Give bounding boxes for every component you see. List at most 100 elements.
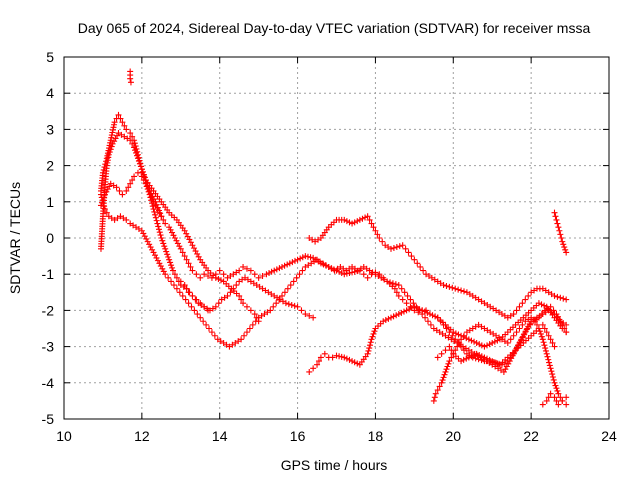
- data-point: [489, 339, 496, 346]
- data-point: [181, 282, 188, 289]
- data-point: [105, 147, 112, 154]
- data-point: [546, 362, 553, 369]
- data-point: [165, 254, 172, 261]
- data-point: [296, 271, 303, 278]
- data-point: [555, 390, 562, 397]
- data-point: [436, 383, 443, 390]
- data-point: [559, 325, 566, 332]
- data-point: [315, 358, 322, 365]
- data-point: [263, 271, 270, 278]
- data-point: [539, 401, 546, 408]
- data-point: [551, 292, 558, 299]
- data-point: [475, 356, 482, 363]
- data-point: [149, 196, 156, 203]
- data-point: [460, 356, 467, 363]
- data-point: [197, 300, 204, 307]
- data-point: [159, 237, 166, 244]
- data-point: [469, 354, 476, 361]
- data-point: [150, 249, 157, 256]
- data-point: [227, 289, 234, 296]
- data-point: [123, 187, 130, 194]
- data-point: [543, 350, 550, 357]
- data-point: [101, 206, 108, 213]
- data-point: [107, 137, 114, 144]
- data-point: [396, 243, 403, 250]
- series-track-d: [97, 191, 570, 375]
- data-point: [468, 337, 475, 344]
- data-point: [338, 269, 345, 276]
- data-point: [168, 262, 175, 269]
- data-point: [546, 359, 553, 366]
- data-point: [123, 216, 130, 223]
- data-point: [133, 145, 140, 152]
- data-point: [132, 143, 139, 150]
- data-point: [103, 209, 110, 216]
- data-point: [176, 289, 183, 296]
- data-point: [241, 332, 248, 339]
- data-point: [384, 278, 391, 285]
- data-point: [543, 397, 550, 404]
- data-point: [149, 203, 156, 210]
- data-point: [173, 285, 180, 292]
- data-point: [411, 256, 418, 263]
- data-point: [136, 157, 143, 164]
- data-point: [115, 111, 122, 118]
- data-point: [460, 347, 467, 354]
- data-point: [284, 285, 291, 292]
- data-point: [174, 240, 181, 247]
- data-point: [542, 347, 549, 354]
- data-point: [537, 330, 544, 337]
- data-point: [129, 140, 136, 147]
- data-point: [458, 343, 465, 350]
- data-point: [179, 249, 186, 256]
- data-point: [99, 197, 106, 204]
- data-point: [125, 184, 132, 191]
- series-track-b: [97, 111, 262, 325]
- data-point: [290, 278, 297, 285]
- data-point: [286, 260, 293, 267]
- data-point: [398, 309, 405, 316]
- data-point: [549, 374, 556, 381]
- data-point: [368, 336, 375, 343]
- data-point: [554, 314, 561, 321]
- data-point: [297, 255, 304, 262]
- data-point: [478, 342, 485, 349]
- data-point: [208, 329, 215, 336]
- data-point: [558, 235, 565, 241]
- series-track-i: [434, 307, 570, 368]
- data-point: [157, 232, 164, 239]
- data-point: [193, 296, 200, 303]
- series-track-m: [138, 169, 165, 220]
- y-tick-label: 3: [46, 121, 54, 137]
- data-point: [169, 229, 176, 236]
- data-point: [400, 308, 407, 315]
- data-point: [150, 198, 157, 205]
- data-point: [205, 273, 212, 280]
- data-point: [463, 355, 470, 362]
- data-point: [153, 254, 160, 261]
- data-point: [496, 360, 503, 367]
- data-point: [134, 148, 141, 155]
- y-tick-label: 5: [46, 49, 54, 65]
- data-point: [516, 325, 523, 332]
- data-point: [218, 277, 225, 284]
- data-point: [548, 368, 555, 375]
- data-point: [434, 314, 441, 321]
- data-point: [321, 350, 328, 357]
- data-marks: [97, 68, 570, 408]
- data-point: [538, 333, 545, 340]
- data-point: [550, 376, 557, 383]
- data-point: [513, 329, 520, 336]
- data-point: [139, 168, 146, 175]
- data-point: [157, 210, 164, 217]
- data-point: [197, 274, 204, 281]
- data-point: [201, 271, 208, 278]
- data-point: [243, 265, 250, 272]
- data-point: [143, 235, 150, 242]
- data-point: [127, 180, 134, 187]
- data-point: [156, 229, 163, 236]
- data-point: [176, 243, 183, 250]
- data-point: [170, 267, 176, 274]
- data-point: [188, 303, 195, 310]
